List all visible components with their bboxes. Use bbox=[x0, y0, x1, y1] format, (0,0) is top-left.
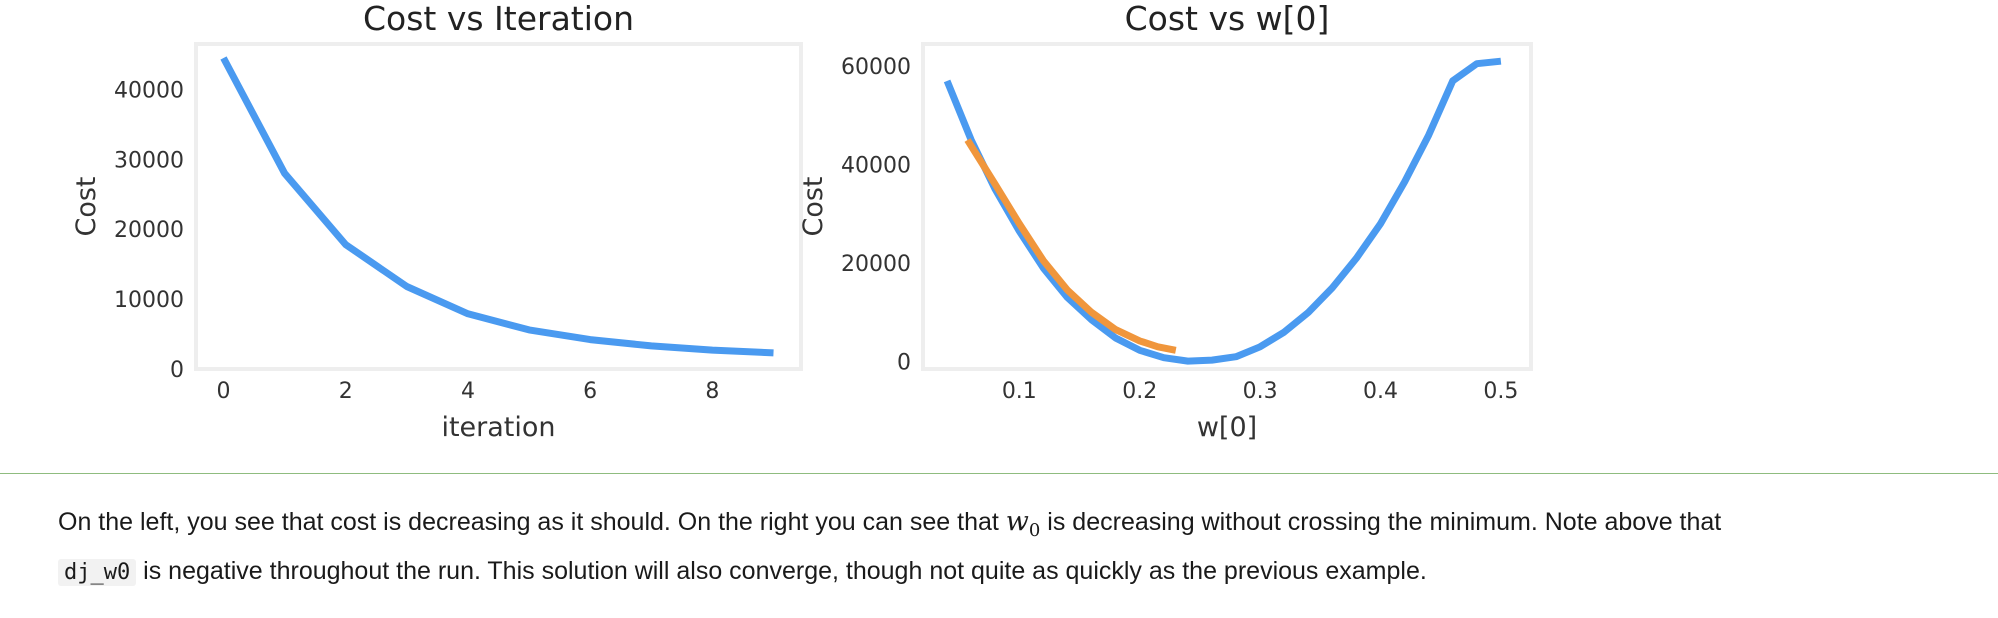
chart2-xtick-label: 0.1 bbox=[1002, 379, 1037, 404]
math-subscript: 0 bbox=[1028, 520, 1041, 541]
chart2-ytick-label: 60000 bbox=[841, 55, 911, 80]
chart1-ytick-label: 0 bbox=[170, 358, 184, 383]
chart2-series-2-line bbox=[964, 138, 1177, 354]
chart1-xtick-label: 0 bbox=[217, 379, 231, 404]
chart1-series-1-line bbox=[220, 56, 774, 357]
note-text-part3: is negative throughout the run. This sol… bbox=[136, 557, 1427, 585]
chart2-xlabel: w[0] bbox=[1197, 412, 1257, 443]
chart1-xtick-label: 4 bbox=[461, 379, 475, 404]
chart2-ytick-label: 40000 bbox=[841, 154, 911, 179]
section-divider bbox=[0, 473, 1998, 474]
chart2-xtick-label: 0.3 bbox=[1243, 379, 1278, 404]
chart2-xtick-label: 0.5 bbox=[1483, 379, 1518, 404]
chart2-series-1-line bbox=[943, 57, 1502, 365]
note-text-part2: is decreasing without crossing the minim… bbox=[1040, 508, 1722, 536]
chart1-ytick-label: 40000 bbox=[114, 78, 184, 103]
chart1-xlabel: iteration bbox=[441, 412, 555, 443]
chart2-ylabel: Cost bbox=[798, 176, 829, 236]
explanation-paragraph: On the left, you see that cost is decrea… bbox=[58, 502, 1958, 593]
chart2-plot-frame bbox=[921, 42, 1533, 371]
charts-figure: Cost vs Iteration iteration Cost 0 2 4 6 8 0 1000… bbox=[71, 0, 1533, 443]
chart1-ylabel: Cost bbox=[71, 176, 102, 236]
chart2-xtick-label: 0.2 bbox=[1122, 379, 1157, 404]
chart2-ytick-label: 20000 bbox=[841, 252, 911, 277]
chart2-xtick-label: 0.4 bbox=[1363, 379, 1398, 404]
chart1-title: Cost vs Iteration bbox=[363, 0, 634, 38]
math-variable: w bbox=[1005, 506, 1029, 537]
chart1-xtick-label: 2 bbox=[339, 379, 353, 404]
chart1-ytick-label: 20000 bbox=[114, 218, 184, 243]
chart1-ytick-label: 30000 bbox=[114, 148, 184, 173]
chart1-xtick-label: 8 bbox=[705, 379, 719, 404]
chart1-plot-frame bbox=[194, 42, 803, 371]
inline-code: dj_w0 bbox=[58, 559, 137, 586]
note-text-part1: On the left, you see that cost is decrea… bbox=[58, 508, 1006, 536]
chart2-ytick-label: 0 bbox=[897, 351, 911, 376]
chart1-xtick-label: 6 bbox=[583, 379, 597, 404]
chart2-title: Cost vs w[0] bbox=[1125, 0, 1330, 38]
chart1-ytick-label: 10000 bbox=[114, 288, 184, 313]
